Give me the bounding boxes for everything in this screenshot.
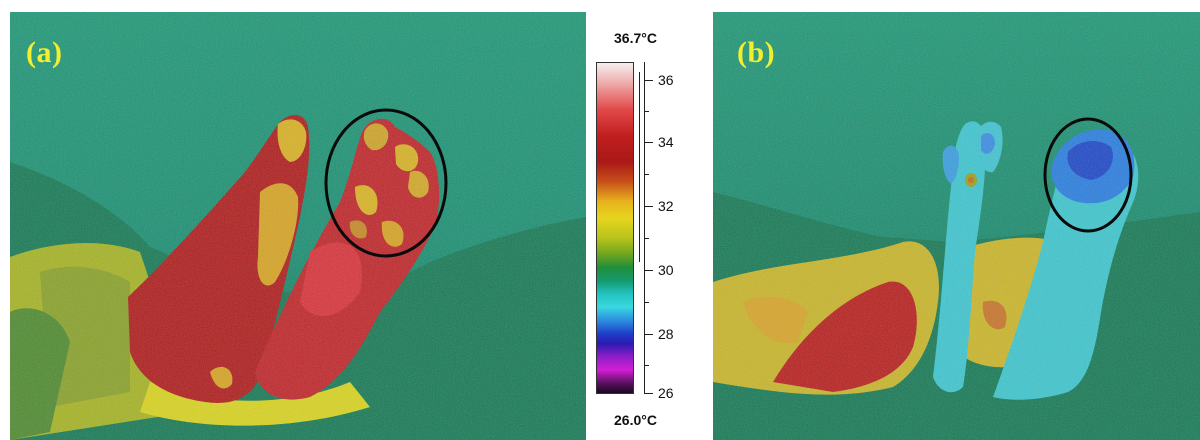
scale-max-label: 36.7°C bbox=[614, 30, 657, 46]
scale-min-label: 26.0°C bbox=[614, 412, 657, 428]
scale-tick-label: 26 bbox=[658, 385, 674, 401]
scale-minor-tick bbox=[644, 365, 649, 366]
scale-tick bbox=[644, 80, 653, 81]
scale-tick bbox=[644, 270, 653, 271]
highlight-ellipse-b bbox=[1043, 117, 1133, 233]
panel-label-a: (a) bbox=[26, 36, 63, 69]
scale-minor-tick bbox=[644, 302, 649, 303]
scale-tick-label: 30 bbox=[658, 262, 674, 278]
scale-axis-bracket bbox=[639, 72, 640, 262]
scale-tick bbox=[644, 393, 653, 394]
scale-minor-tick bbox=[644, 238, 649, 239]
temperature-color-scale: 36.7°C 36 34 32 30 28 26 26.0°C bbox=[588, 0, 710, 440]
highlight-ellipse-a bbox=[324, 108, 448, 258]
scale-tick bbox=[644, 142, 653, 143]
scale-tick-label: 32 bbox=[658, 198, 674, 214]
thermal-image-panel-b: (b) bbox=[713, 12, 1200, 440]
panel-label-b: (b) bbox=[737, 36, 776, 69]
thermal-image-panel-a: (a) bbox=[10, 12, 586, 440]
scale-tick-label: 34 bbox=[658, 134, 674, 150]
thermal-image-b bbox=[713, 12, 1200, 440]
scale-minor-tick bbox=[644, 174, 649, 175]
scale-tick bbox=[644, 206, 653, 207]
scale-axis-line bbox=[644, 62, 645, 394]
scale-tick-label: 28 bbox=[658, 326, 674, 342]
thermal-image-a bbox=[10, 12, 586, 440]
colorbar-gradient bbox=[596, 62, 634, 394]
scale-tick bbox=[644, 334, 653, 335]
scale-tick-label: 36 bbox=[658, 72, 674, 88]
scale-minor-tick bbox=[644, 111, 649, 112]
